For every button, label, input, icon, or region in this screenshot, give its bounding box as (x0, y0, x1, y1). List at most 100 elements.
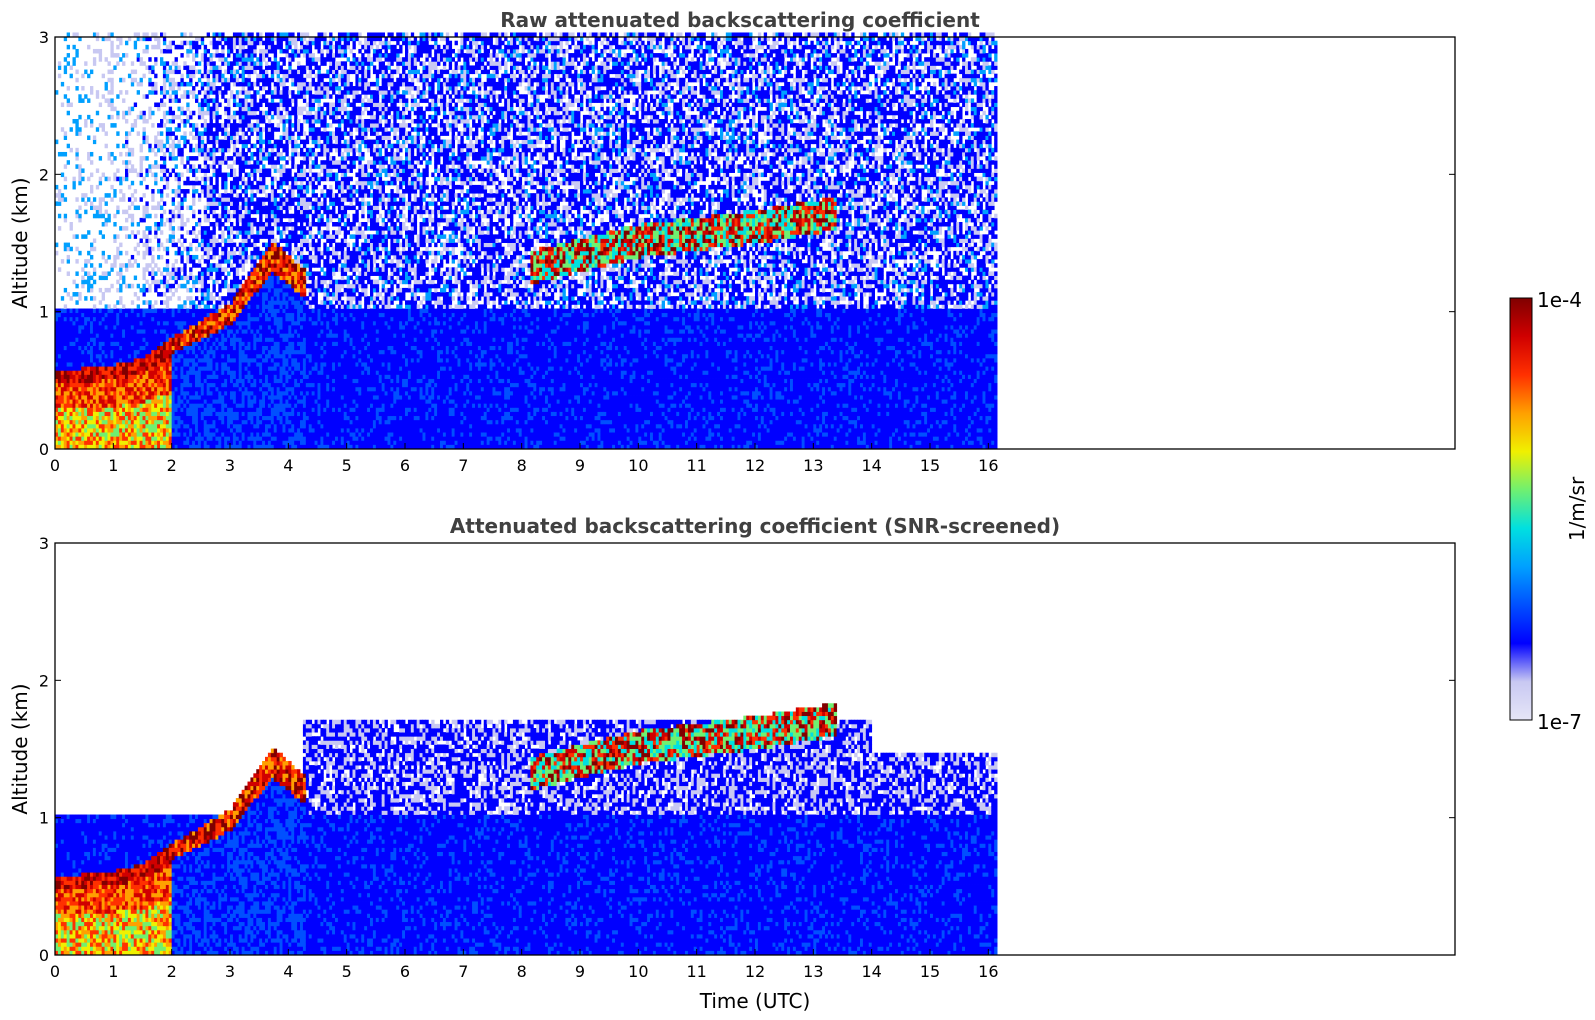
heatmap-cell (180, 267, 183, 272)
heatmap-cell (151, 403, 154, 408)
heatmap-cell (151, 70, 154, 75)
heatmap-cell (195, 444, 198, 449)
heatmap-cell (148, 333, 151, 338)
heatmap-cell (198, 288, 201, 293)
heatmap-cell (87, 333, 90, 338)
heatmap-cell (137, 222, 140, 227)
heatmap-cell (178, 127, 181, 132)
heatmap-cell (110, 436, 113, 441)
heatmap-cell (189, 341, 192, 346)
heatmap-cell (93, 214, 96, 219)
heatmap-cell (175, 379, 178, 384)
heatmap-cell (75, 444, 78, 449)
heatmap-cell (81, 374, 84, 379)
heatmap-cell (113, 234, 116, 239)
heatmap-cell (186, 374, 189, 379)
heatmap-cell (134, 424, 137, 429)
heatmap-cell (137, 420, 140, 425)
heatmap-cell (110, 374, 113, 379)
heatmap-cell (178, 214, 181, 219)
heatmap-cell (178, 325, 181, 330)
heatmap-cell (64, 57, 67, 62)
heatmap-cell (84, 280, 87, 285)
heatmap-cell (172, 284, 175, 289)
heatmap-cell (151, 412, 154, 417)
heatmap-cell (67, 271, 70, 276)
heatmap-cell (201, 107, 204, 112)
heatmap-cell (180, 321, 183, 326)
heatmap-cell (195, 127, 198, 132)
heatmap-cell (175, 251, 178, 256)
heatmap-cell (67, 403, 70, 408)
heatmap-cell (96, 309, 99, 314)
heatmap-cell (180, 78, 183, 83)
heatmap-cell (90, 391, 93, 396)
heatmap-cell (178, 65, 181, 70)
heatmap-cell (163, 329, 166, 334)
heatmap-cell (178, 226, 181, 231)
heatmap-cell (108, 432, 111, 437)
heatmap-cell (169, 383, 172, 388)
heatmap-cell (210, 267, 213, 272)
heatmap-cell (207, 403, 210, 408)
heatmap-cell (84, 370, 87, 375)
heatmap-cell (110, 391, 113, 396)
heatmap-cell (166, 304, 169, 309)
heatmap-cell (204, 103, 207, 108)
heatmap-cell (96, 420, 99, 425)
heatmap-cell (204, 206, 207, 211)
heatmap-cell (186, 160, 189, 165)
heatmap-cell (180, 173, 183, 178)
heatmap-cell (175, 432, 178, 437)
heatmap-cell (84, 271, 87, 276)
heatmap-cell (198, 271, 201, 276)
heatmap-cell (148, 395, 151, 400)
heatmap-cell (192, 432, 195, 437)
heatmap-cell (172, 366, 175, 371)
heatmap-cell (175, 317, 178, 322)
heatmap-cell (178, 358, 181, 363)
heatmap-cell (180, 41, 183, 46)
heatmap-cell (175, 337, 178, 342)
heatmap-cell (151, 379, 154, 384)
heatmap-cell (108, 156, 111, 161)
heatmap-cell (128, 436, 131, 441)
heatmap-cell (108, 362, 111, 367)
heatmap-cell (166, 420, 169, 425)
heatmap-cell (134, 432, 137, 437)
heatmap-cell (172, 403, 175, 408)
heatmap-cell (172, 370, 175, 375)
heatmap-cell (58, 65, 61, 70)
heatmap-cell (151, 432, 154, 437)
heatmap-cell (166, 403, 169, 408)
heatmap-cell (160, 366, 163, 371)
heatmap-cell (81, 420, 84, 425)
heatmap-cell (178, 440, 181, 445)
heatmap-cell (58, 309, 61, 314)
heatmap-cell (125, 313, 128, 318)
heatmap-cell (157, 395, 160, 400)
heatmap-cell (134, 189, 137, 194)
heatmap-cell (183, 354, 186, 359)
heatmap-cell (108, 32, 111, 37)
heatmap-cell (189, 74, 192, 79)
heatmap-cell (125, 135, 128, 140)
heatmap-cell (93, 391, 96, 396)
heatmap-cell (113, 337, 116, 342)
heatmap-cell (204, 210, 207, 215)
heatmap-cell (183, 238, 186, 243)
heatmap-cell (201, 428, 204, 433)
heatmap-cell (207, 321, 210, 326)
heatmap-cell (75, 350, 78, 355)
heatmap-cell (154, 412, 157, 417)
heatmap-cell (140, 383, 143, 388)
heatmap-cell (140, 197, 143, 202)
heatmap-cell (134, 444, 137, 449)
heatmap-cell (81, 428, 84, 433)
heatmap-cell (102, 440, 105, 445)
heatmap-cell (140, 329, 143, 334)
heatmap-cell (73, 395, 76, 400)
heatmap-cell (131, 123, 134, 128)
heatmap-cell (192, 53, 195, 58)
heatmap-cell (175, 267, 178, 272)
